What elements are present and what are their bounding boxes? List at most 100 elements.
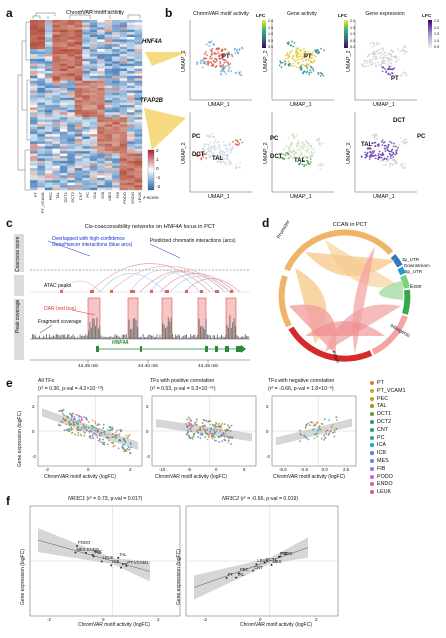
heatmap-cell (104, 32, 113, 35)
umap-cell (308, 73, 311, 76)
heatmap-cell (74, 68, 83, 72)
heatmap-cell (82, 29, 90, 33)
heatmap-cell (97, 75, 105, 79)
heatmap-cell (97, 63, 105, 67)
umap-cell (311, 57, 314, 59)
umap-cell (227, 51, 230, 54)
heatmap-cell (74, 88, 83, 91)
motif-hnf4a-label: HNF4A (142, 39, 163, 45)
heatmap-cell (134, 92, 143, 96)
umap-cell (212, 153, 215, 156)
heatmap-cell (97, 185, 105, 188)
heatmap-cell (97, 160, 105, 164)
heatmap-cell (134, 100, 143, 103)
umap-cell (302, 48, 305, 51)
heatmap-cell (89, 187, 98, 191)
heatmap-cell (52, 185, 61, 188)
heatmap-cell (67, 68, 75, 72)
umap-cell (228, 66, 231, 69)
umap-cell (297, 61, 300, 64)
heatmap-cell (37, 180, 46, 183)
heatmap-cell (89, 20, 98, 23)
heatmap-cell (112, 129, 120, 132)
heatmap-cell (74, 102, 83, 106)
heatmap-cell (119, 126, 128, 130)
heatmap-cell (30, 146, 38, 149)
heatmap-cell (52, 61, 61, 64)
umap-cell (305, 65, 308, 68)
heatmap-cell (97, 46, 105, 50)
heatmap-cell (127, 122, 135, 125)
zscore-colorbar (147, 149, 155, 191)
heatmap-cell (59, 80, 68, 84)
heatmap-cell (112, 156, 120, 159)
heatmap-cell (119, 136, 128, 140)
heatmap-cell (112, 170, 120, 174)
umap-cell (309, 53, 312, 56)
heatmap-cell (119, 80, 128, 84)
heatmap-cell (89, 58, 98, 62)
hnf4a-wedge (145, 52, 188, 66)
heatmap-cell (30, 97, 38, 101)
heatmap-cell (37, 117, 46, 120)
umap-cell (312, 67, 314, 70)
umap-cell (397, 48, 400, 51)
heatmap-cell (59, 114, 68, 118)
umap-cell (305, 56, 308, 59)
umap-cell (206, 63, 209, 66)
heatmap-cell (112, 27, 120, 30)
umap-cell (372, 45, 375, 48)
umap-cell (221, 65, 224, 68)
heatmap-cell (89, 170, 98, 174)
heatmap-cell (119, 124, 128, 128)
heatmap-cell (134, 20, 143, 23)
heatmap-cell (134, 119, 143, 123)
heatmap-cell (112, 153, 120, 157)
heatmap-cell (82, 78, 90, 81)
heatmap-cell (52, 95, 61, 98)
heatmap-cell (104, 139, 113, 142)
umap-cell (230, 70, 233, 73)
heatmap-cell (127, 41, 135, 45)
heatmap-cell (104, 20, 113, 23)
heatmap-cell (134, 73, 143, 77)
heatmap-cell (97, 29, 105, 33)
heatmap-cell (30, 187, 38, 191)
heatmap-cell (30, 129, 38, 132)
heatmap-cell (82, 88, 90, 91)
heatmap-cell (74, 112, 83, 115)
umap-cell (210, 155, 213, 158)
heatmap-cell (52, 32, 61, 35)
umap-cell (366, 55, 369, 58)
umap-cell (317, 73, 320, 75)
heatmap-cell (67, 168, 75, 171)
heatmap-cell (112, 146, 120, 149)
heatmap-cell (59, 141, 68, 145)
heatmap-cell (30, 160, 38, 164)
heatmap-cell (52, 85, 61, 89)
heatmap-cell (104, 165, 113, 169)
heatmap-cell (127, 163, 135, 166)
heatmap-cell (44, 92, 53, 96)
heatmap-cell (59, 160, 68, 164)
heatmap-cell (59, 54, 68, 57)
umap-cell (402, 49, 405, 52)
heatmap-cell (89, 85, 98, 89)
heatmap-cell (97, 175, 105, 179)
umap-cell (292, 58, 295, 61)
heatmap-cell (59, 41, 68, 45)
heatmap-cell (112, 112, 120, 115)
heatmap-cell (134, 151, 143, 154)
heatmap-cell (112, 20, 120, 23)
heatmap-cell (52, 136, 61, 140)
heatmap-cell (30, 124, 38, 128)
heatmap-cell (89, 146, 98, 149)
heatmap-cell (82, 46, 90, 50)
umap-cell (196, 61, 198, 64)
heatmap-cell (82, 27, 90, 30)
heatmap-cell (59, 63, 68, 67)
heatmap-cell (82, 182, 90, 186)
heatmap-cell (89, 22, 98, 26)
umap-cell (203, 144, 206, 147)
heatmap-cell (97, 34, 105, 38)
